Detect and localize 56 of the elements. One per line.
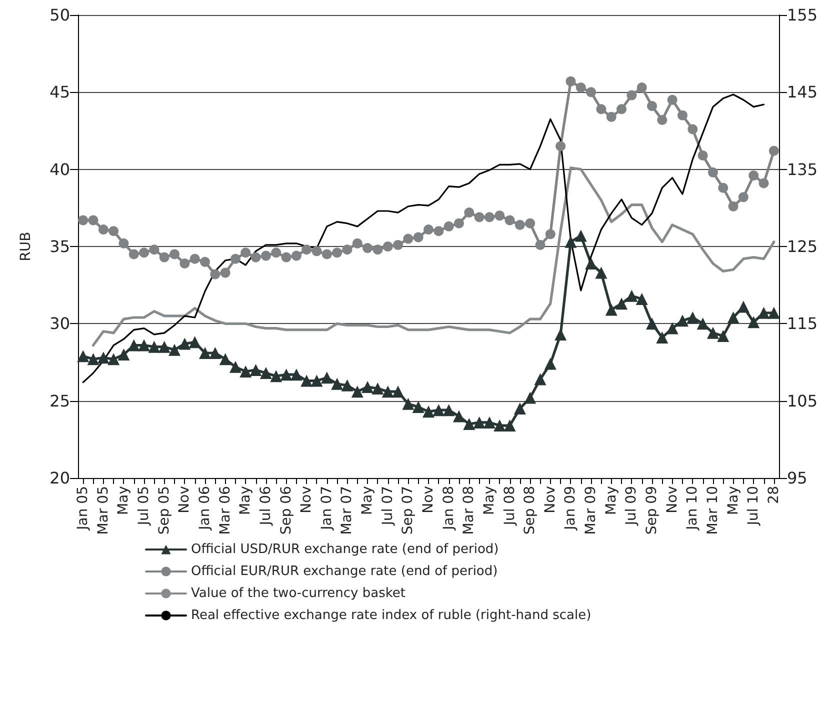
x-tick-label: Jul 07 <box>380 486 396 526</box>
x-tick-label: Jul 09 <box>624 486 640 526</box>
x-tick-label: Jan 08 <box>440 486 457 531</box>
y-tick-label: 50 <box>50 6 70 24</box>
y-tick-label: 30 <box>50 314 70 334</box>
legend-label: Official EUR/RUR exchange rate (end of period) <box>191 564 498 579</box>
x-tick-label: Sep 07 <box>400 486 416 535</box>
x-tick-label: Sep 06 <box>278 486 294 535</box>
x-tick-label: Nov <box>542 486 558 514</box>
y-tick-label: 20 <box>50 468 70 488</box>
x-tick-label: Jul 05 <box>136 486 152 526</box>
x-tick-label: Sep 09 <box>644 486 660 535</box>
legend-label: Value of the two-currency basket <box>191 586 406 601</box>
x-tick-label: Jan 09 <box>562 486 579 531</box>
legend-label: Real effective exchange rate index of ruble (right-hand scale) <box>191 608 592 623</box>
x-tick-label: 28 <box>766 486 782 504</box>
y-tick-label: 40 <box>50 160 70 179</box>
x-tick-label: Sep 05 <box>156 486 172 535</box>
x-tick-label: Mar 07 <box>339 486 356 535</box>
y2-tick-label: 155 <box>787 6 818 24</box>
x-tick-label: Nov <box>664 486 680 514</box>
y2-tick-label: 135 <box>787 160 818 179</box>
x-tick-label: Jan 07 <box>318 486 335 531</box>
x-tick-label: May <box>481 486 498 515</box>
y-tick-label: 25 <box>50 391 70 410</box>
x-tick-label: Mar 06 <box>217 486 234 535</box>
x-tick-label: Mar 08 <box>461 486 478 535</box>
x-tick-label: May <box>360 486 376 515</box>
x-tick-label: May <box>238 486 254 515</box>
y-axis-title: RUB <box>18 232 34 262</box>
x-tick-label: Jul 06 <box>258 486 274 526</box>
x-tick-label: Jan 06 <box>196 486 213 531</box>
x-tick-label: May <box>603 486 620 515</box>
y2-tick-label: 105 <box>787 391 818 410</box>
line-series <box>82 94 765 384</box>
y2-tick-label: 95 <box>787 468 808 488</box>
x-tick-label: Jul 10 <box>746 486 762 526</box>
x-tick-label: Jul 08 <box>502 486 518 526</box>
line-series <box>92 166 776 347</box>
x-tick-label: Sep 08 <box>522 486 538 535</box>
x-tick-label: Nov <box>298 486 315 514</box>
y2-tick-label: 145 <box>787 82 818 102</box>
x-tick-label: Mar 10 <box>704 486 721 535</box>
x-tick-label: Jan 05 <box>75 486 92 531</box>
x-tick-label: Nov <box>176 486 193 514</box>
x-tick-label: May <box>116 486 132 515</box>
y2-tick-label: 125 <box>787 237 818 256</box>
y-tick-label: 45 <box>50 82 70 102</box>
x-tick-label: Jan 10 <box>684 486 701 531</box>
x-tick-label: Mar 05 <box>95 486 112 535</box>
x-tick-label: Nov <box>420 486 436 514</box>
y2-tick-label: 115 <box>787 314 818 334</box>
y-tick-label: 35 <box>50 237 70 256</box>
x-tick-label: Mar 09 <box>583 486 600 535</box>
x-tick-label: May <box>725 486 742 515</box>
legend-label: Official USD/RUR exchange rate (end of period) <box>191 542 499 557</box>
